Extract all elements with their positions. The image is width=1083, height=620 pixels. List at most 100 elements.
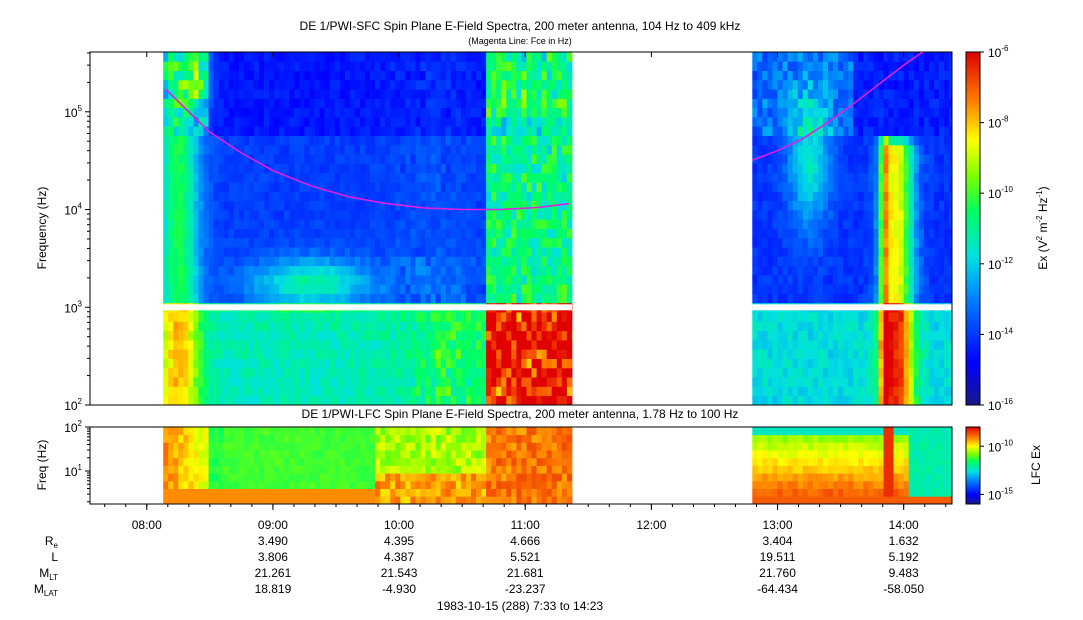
sfc-cell [792,367,799,378]
sfc-cell [354,70,361,81]
sfc-cell [918,52,925,62]
sfc-cell [445,200,452,211]
sfc-cell [420,228,426,239]
sfc-cell [833,61,839,71]
sfc-cell [471,340,477,350]
sfc-cell [476,237,482,248]
sfc-cell [556,89,563,99]
lfc-cell [168,465,174,474]
sfc-cell [375,182,381,192]
sfc-cell [264,182,270,192]
sfc-cell [501,265,507,276]
sfc-cell [284,265,290,276]
sfc-cell [908,98,915,109]
sfc-cell [481,98,487,109]
sfc-cell [309,367,315,378]
sfc-cell [878,117,884,127]
sfc-cell [828,61,834,71]
sfc-cell [178,61,184,71]
sfc-cell [218,70,225,81]
sfc-cell [777,70,783,81]
sfc-cell [324,237,330,248]
sfc-cell [400,117,406,127]
sfc-cell [390,358,396,369]
sfc-cell [843,219,849,229]
sfc-cell [863,163,869,174]
lfc-cell [309,496,315,504]
lfc-cell [259,465,265,474]
sfc-cell [405,349,411,359]
sfc-cell [496,61,502,71]
sfc-cell [787,163,793,174]
sfc-colorbar-tick-label: 10-8 [988,115,1009,131]
sfc-cell [299,237,305,248]
sfc-cell [354,79,361,90]
sfc-cell [531,135,537,146]
sfc-cell [395,330,401,341]
sfc-cell [828,367,834,378]
sfc-cell [370,377,376,387]
sfc-cell [828,200,834,211]
sfc-cell [516,200,522,211]
sfc-cell [198,256,204,267]
sfc-cell [928,349,935,359]
sfc-cell [284,330,290,341]
sfc-cell [848,135,854,146]
sfc-cell [375,386,381,397]
lfc-cell [254,434,260,443]
sfc-cell [455,107,462,118]
sfc-cell [249,135,255,146]
sfc-cell [496,293,502,304]
sfc-cell [168,284,174,294]
sfc-cell [395,135,401,146]
sfc-cell [329,377,336,387]
sfc-cell [440,256,447,267]
sfc-cell [324,191,330,201]
sfc-cell [178,126,184,136]
sfc-cell [506,126,512,136]
sfc-cell [833,349,839,359]
sfc-cell [349,367,356,378]
sfc-cell [918,126,925,136]
sfc-cell [264,219,270,229]
sfc-cell [777,154,783,164]
sfc-cell [284,367,290,378]
sfc-cell [772,89,778,99]
sfc-cell [168,274,174,285]
sfc-cell [939,349,945,359]
sfc-cell [923,265,930,276]
sfc-cell [380,209,386,220]
sfc-colorbar-tick-label: 10-12 [988,256,1013,272]
sfc-cell [188,274,194,285]
sfc-cell [828,209,834,220]
lfc-cell [264,465,270,474]
sfc-cell [767,256,773,267]
sfc-cell [168,247,174,257]
sfc-cell [762,117,768,127]
sfc-cell [309,312,315,322]
sfc-cell [213,395,219,405]
sfc-cell [339,200,346,211]
sfc-cell [556,274,563,285]
sfc-cell [913,144,920,155]
sfc-cell [551,191,558,201]
sfc-cell [476,135,482,146]
sfc-cell [183,70,189,81]
sfc-cell [208,70,214,81]
sfc-cell [430,395,436,405]
sfc-cell [883,126,889,136]
sfc-cell [254,219,260,229]
sfc-cell [289,61,295,71]
sfc-cell [843,70,849,81]
sfc-cell [878,98,884,109]
sfc-cell [309,117,315,127]
sfc-cell [898,256,904,267]
sfc-cell [792,284,799,294]
sfc-cell [183,395,189,405]
lfc-cell [183,488,189,497]
sfc-cell [193,144,199,155]
sfc-cell [873,219,879,229]
sfc-cell [339,126,346,136]
sfc-cell [918,154,925,164]
sfc-cell [949,107,952,118]
